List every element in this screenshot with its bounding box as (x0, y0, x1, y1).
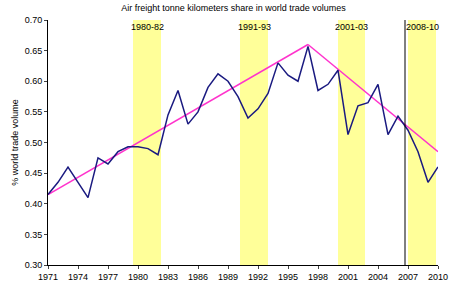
svg-text:1980: 1980 (128, 272, 148, 282)
svg-text:1991-93: 1991-93 (238, 22, 271, 32)
svg-text:% world trade volume: % world trade volume (10, 99, 20, 186)
svg-text:1995: 1995 (278, 272, 298, 282)
svg-text:0.35: 0.35 (25, 230, 43, 240)
svg-text:1983: 1983 (158, 272, 178, 282)
svg-text:1992: 1992 (248, 272, 268, 282)
svg-text:2010: 2010 (428, 272, 448, 282)
svg-text:1980-82: 1980-82 (131, 22, 164, 32)
svg-text:1974: 1974 (68, 272, 88, 282)
svg-text:1989: 1989 (218, 272, 238, 282)
svg-text:2001-03: 2001-03 (335, 22, 368, 32)
svg-text:0.60: 0.60 (25, 76, 43, 86)
svg-text:0.50: 0.50 (25, 138, 43, 148)
svg-text:0.55: 0.55 (25, 107, 43, 117)
svg-text:0.65: 0.65 (25, 46, 43, 56)
svg-text:2008-10: 2008-10 (406, 22, 439, 32)
svg-text:0.70: 0.70 (25, 15, 43, 25)
svg-text:Air freight tonne kilometers s: Air freight tonne kilometers share in wo… (121, 3, 346, 13)
svg-text:1986: 1986 (188, 272, 208, 282)
svg-text:0.30: 0.30 (25, 260, 43, 270)
svg-text:2001: 2001 (338, 272, 358, 282)
svg-text:0.45: 0.45 (25, 168, 43, 178)
svg-text:1998: 1998 (308, 272, 328, 282)
svg-text:2007: 2007 (398, 272, 418, 282)
svg-text:0.40: 0.40 (25, 199, 43, 209)
svg-text:1971: 1971 (38, 272, 58, 282)
svg-text:2004: 2004 (368, 272, 388, 282)
svg-text:1977: 1977 (98, 272, 118, 282)
